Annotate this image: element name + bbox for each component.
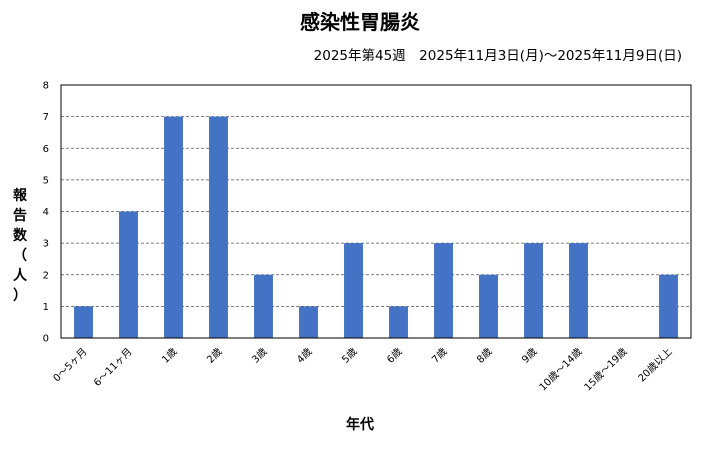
x-tick-label: 1歳 [160, 346, 180, 366]
bar [119, 211, 138, 338]
y-tick-label: 1 [43, 302, 49, 313]
x-tick-label: 2歳 [205, 346, 225, 366]
bar [389, 306, 408, 338]
bar [434, 243, 453, 338]
x-tick-label: 8歳 [475, 346, 495, 366]
y-axis-label-char: ） [13, 288, 27, 304]
y-tick-label: 5 [43, 175, 49, 186]
x-tick-label: 15歳～19歳 [582, 346, 630, 394]
x-tick-label: 10歳～14歳 [537, 346, 585, 394]
bar [209, 116, 228, 338]
y-tick-label: 7 [43, 112, 49, 123]
x-tick-label: 5歳 [340, 346, 360, 366]
y-axis-label-char: 人 [13, 268, 27, 284]
y-axis-label-char: 告 [13, 208, 27, 224]
y-axis-label-char: 報 [13, 188, 27, 204]
chart-title: 感染性胃腸炎 [300, 10, 420, 34]
x-tick-label: 0～5ヶ月 [51, 346, 90, 385]
chart-subtitle: 2025年第45週 2025年11月3日(月)～2025年11月9日(日) [313, 48, 682, 64]
plot-area [60, 84, 692, 339]
bar [299, 306, 318, 338]
gridlines [61, 116, 691, 307]
bar [524, 243, 543, 338]
y-axis-label-char: 数 [13, 228, 27, 244]
bar [74, 306, 93, 338]
bar [254, 274, 273, 338]
x-tick-label: 4歳 [295, 346, 315, 366]
x-axis-label: 年代 [346, 417, 374, 433]
y-tick-label: 6 [43, 144, 49, 155]
x-tick-label: 7歳 [430, 346, 450, 366]
bar [659, 274, 678, 338]
bar [569, 243, 588, 338]
y-tick-label: 3 [43, 239, 49, 250]
y-tick-label: 0 [43, 334, 49, 345]
x-tick-label: 3歳 [250, 346, 270, 366]
x-tick-label: 20歳以上 [636, 346, 675, 385]
x-tick-label: 6歳 [385, 346, 405, 366]
bar [479, 274, 498, 338]
bars [74, 116, 678, 338]
y-tick-label: 8 [43, 81, 49, 92]
x-tick-labels: 0～5ヶ月 6～11ヶ月 1歳 2歳 3歳 4歳 5歳 6歳 7歳 8歳 9歳10歳～14歳15歳～… [51, 346, 675, 394]
x-tick-label: 9歳 [520, 346, 540, 366]
y-tick-label: 2 [43, 270, 49, 281]
bar [164, 116, 183, 338]
x-tick-label: 6～11ヶ月 [91, 346, 134, 389]
y-axis-label-char: （ [13, 248, 27, 264]
y-tick-labels: 0 1 2 3 4 5 6 7 8 [43, 81, 49, 345]
y-axis-label: 報告数 （ 人 ） [10, 186, 30, 306]
y-tick-label: 4 [43, 207, 49, 218]
bar [344, 243, 363, 338]
